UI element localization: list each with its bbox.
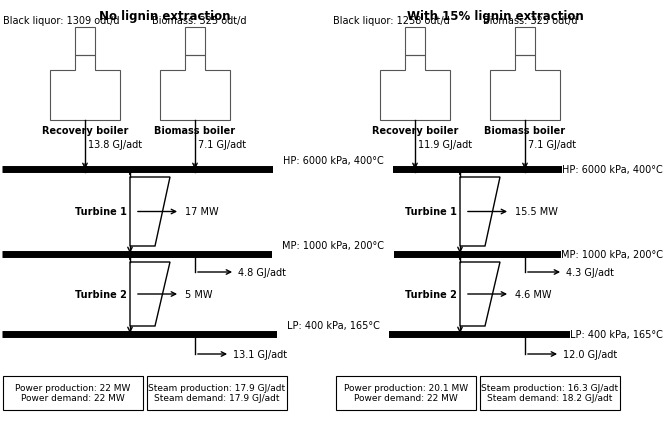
Text: Turbine 2: Turbine 2 [75,289,127,299]
Text: Steam demand: 17.9 GJ/adt: Steam demand: 17.9 GJ/adt [154,394,280,403]
Text: 4.8 GJ/adt: 4.8 GJ/adt [238,267,286,277]
Text: 4.6 MW: 4.6 MW [515,289,552,299]
Text: Recovery boiler: Recovery boiler [42,126,128,136]
Text: Power demand: 22 MW: Power demand: 22 MW [21,394,125,403]
Text: Black liquor: 1309 odt/d: Black liquor: 1309 odt/d [3,16,119,26]
Text: Steam demand: 18.2 GJ/adt: Steam demand: 18.2 GJ/adt [487,394,613,403]
Text: LP: 400 kPa, 165°C: LP: 400 kPa, 165°C [286,320,379,330]
Text: Recovery boiler: Recovery boiler [372,126,458,136]
Text: Black liquor: 1258 odt/d: Black liquor: 1258 odt/d [333,16,450,26]
Text: Turbine 2: Turbine 2 [405,289,457,299]
Text: 11.9 GJ/adt: 11.9 GJ/adt [418,140,472,150]
Bar [480,376,620,410]
Text: Power production: 22 MW: Power production: 22 MW [15,384,131,393]
Text: With 15% lignin extraction: With 15% lignin extraction [406,10,583,23]
Text: 13.1 GJ/adt: 13.1 GJ/adt [233,349,287,359]
Text: Turbine 1: Turbine 1 [405,207,457,217]
Text: No lignin extraction: No lignin extraction [99,10,231,23]
Text: Biomass: 325 odt/d: Biomass: 325 odt/d [483,16,577,26]
Bar [336,376,476,410]
Text: Power production: 20.1 MW: Power production: 20.1 MW [344,384,468,393]
Text: 12.0 GJ/adt: 12.0 GJ/adt [563,349,617,359]
Text: Steam production: 16.3 GJ/adt: Steam production: 16.3 GJ/adt [481,384,619,393]
Text: Steam production: 17.9 GJ/adt: Steam production: 17.9 GJ/adt [149,384,286,393]
Text: 7.1 GJ/adt: 7.1 GJ/adt [198,140,246,150]
Text: 5 MW: 5 MW [185,289,213,299]
Text: 17 MW: 17 MW [185,207,219,217]
Bar [147,376,287,410]
Text: Turbine 1: Turbine 1 [75,207,127,217]
Text: 15.5 MW: 15.5 MW [515,207,558,217]
Text: Biomass boiler: Biomass boiler [485,126,566,136]
Text: Biomass: 325 odt/d: Biomass: 325 odt/d [152,16,247,26]
Text: Biomass boiler: Biomass boiler [154,126,235,136]
Text: LP: 400 kPa, 165°C: LP: 400 kPa, 165°C [570,329,663,339]
Text: HP: 6000 kPa, 400°C: HP: 6000 kPa, 400°C [562,164,663,174]
Text: 7.1 GJ/adt: 7.1 GJ/adt [528,140,576,150]
Text: MP: 1000 kPa, 200°C: MP: 1000 kPa, 200°C [282,240,384,250]
Text: 13.8 GJ/adt: 13.8 GJ/adt [88,140,142,150]
Text: HP: 6000 kPa, 400°C: HP: 6000 kPa, 400°C [282,156,383,166]
Text: MP: 1000 kPa, 200°C: MP: 1000 kPa, 200°C [561,250,663,260]
Text: Power demand: 22 MW: Power demand: 22 MW [354,394,458,403]
Text: 4.3 GJ/adt: 4.3 GJ/adt [566,267,614,277]
Bar [3,376,143,410]
